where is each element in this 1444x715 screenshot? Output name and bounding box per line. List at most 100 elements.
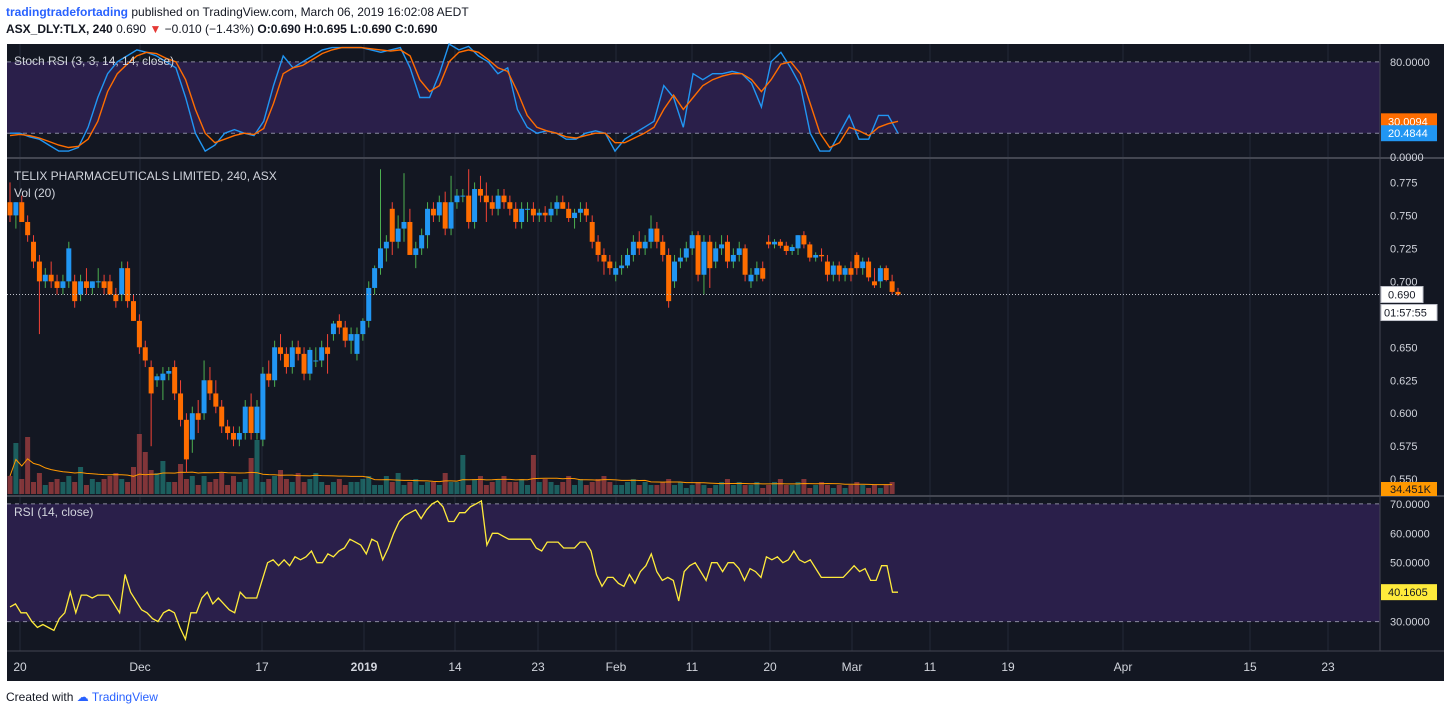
volume-bar: [795, 482, 801, 494]
volume-bar: [460, 455, 466, 494]
candle-body: [542, 212, 548, 216]
time-axis-tick: 20: [13, 660, 27, 674]
time-axis-tick: 11: [686, 660, 699, 674]
volume-bar: [89, 479, 95, 494]
candle-body: [642, 241, 648, 249]
candle-body: [689, 235, 695, 249]
candle-body: [836, 265, 842, 275]
tradingview-brand[interactable]: TradingView: [91, 690, 158, 704]
volume-bar: [119, 479, 125, 494]
candle-body: [242, 406, 248, 434]
volume-bar: [595, 479, 601, 494]
candle-body: [848, 268, 854, 275]
candle-body: [807, 244, 813, 258]
candle-body: [19, 202, 25, 222]
volume-bar: [295, 473, 301, 494]
candle-body: [383, 241, 389, 249]
candle-body: [230, 433, 236, 440]
volume-bar: [713, 485, 719, 494]
volume-bar: [860, 485, 866, 494]
candle-body: [31, 241, 37, 262]
countdown-label: 01:57:55: [1384, 308, 1427, 320]
volume-bar: [83, 485, 89, 494]
volume-bar: [348, 482, 354, 494]
candle-body: [348, 334, 354, 341]
candle-body: [248, 406, 254, 434]
candle-body: [113, 294, 119, 302]
volume-bar: [824, 485, 830, 494]
volume-bar: [254, 440, 260, 494]
volume-bar: [130, 467, 136, 494]
candle-body: [677, 257, 683, 262]
candle-body: [824, 261, 830, 275]
candle-body: [354, 334, 360, 354]
candle-body: [854, 254, 860, 269]
candle-body: [260, 373, 266, 440]
time-axis-tick: 2019: [351, 660, 378, 674]
volume-bar: [278, 470, 284, 494]
volume-bar: [413, 479, 419, 494]
volume-bar: [689, 485, 695, 494]
volume-bar: [513, 482, 519, 494]
candle-body: [183, 419, 189, 460]
volume-bar: [871, 485, 877, 494]
candle-body: [195, 413, 201, 420]
volume-bar: [783, 485, 789, 494]
volume-bar: [31, 482, 37, 494]
volume-bar: [54, 479, 60, 494]
candle-body: [413, 248, 419, 255]
candle-body: [342, 327, 348, 341]
volume-bar: [266, 479, 272, 494]
candle-body: [595, 241, 601, 255]
volume-bar: [183, 479, 189, 494]
volume-bar: [225, 485, 231, 494]
candle-body: [207, 380, 213, 394]
candle-body: [889, 281, 895, 292]
volume-bar: [666, 479, 672, 494]
last-price: 0.690: [116, 22, 147, 36]
volume-bar: [677, 482, 683, 494]
volume-bar: [242, 479, 248, 494]
candle-body: [795, 235, 801, 249]
candle-body: [883, 268, 889, 281]
candle-body: [36, 261, 42, 282]
candle-body: [536, 212, 542, 216]
symbol-line: ASX_DLY:TLX, 240 0.690 ▼ −0.010 (−1.43%)…: [6, 22, 438, 36]
candle-body: [466, 195, 472, 222]
volume-bar: [401, 485, 407, 494]
volume-bar: [42, 485, 48, 494]
time-axis-tick: 23: [531, 660, 545, 674]
candle-body: [472, 189, 478, 222]
candle-body: [577, 208, 583, 213]
candle-body: [525, 208, 531, 210]
volume-bar: [519, 479, 525, 494]
volume-bar: [701, 485, 707, 494]
candle-body: [572, 212, 578, 219]
volume-bar: [536, 482, 542, 494]
candle-body: [695, 235, 701, 275]
last-price-label: 0.690: [1388, 290, 1416, 302]
candle-body: [330, 323, 336, 335]
price-axis-tick: 0.750: [1390, 210, 1418, 222]
candle-body: [648, 228, 654, 242]
candle-body: [60, 281, 66, 288]
author-link[interactable]: tradingtradefortading: [6, 5, 128, 19]
volume-bar: [60, 482, 66, 494]
volume-bar: [577, 479, 583, 494]
candle-body: [566, 208, 572, 219]
volume-bar: [530, 455, 536, 494]
volume-bar: [789, 485, 795, 494]
volume-bar: [607, 482, 613, 494]
volume-bar: [695, 482, 701, 494]
candle-body: [660, 241, 666, 255]
volume-bar: [848, 485, 854, 494]
volume-bar: [866, 488, 872, 494]
candle-body: [278, 347, 284, 354]
tradingview-logo-icon: ☁: [76, 690, 89, 704]
candle-body: [519, 208, 525, 222]
candle-body: [7, 202, 13, 216]
candle-body: [295, 347, 301, 354]
candle-body: [589, 221, 595, 242]
candle-body: [13, 202, 19, 216]
chart-area[interactable]: Stoch RSI (3, 3, 14, 14, close) TELIX PHA…: [0, 0, 1444, 690]
